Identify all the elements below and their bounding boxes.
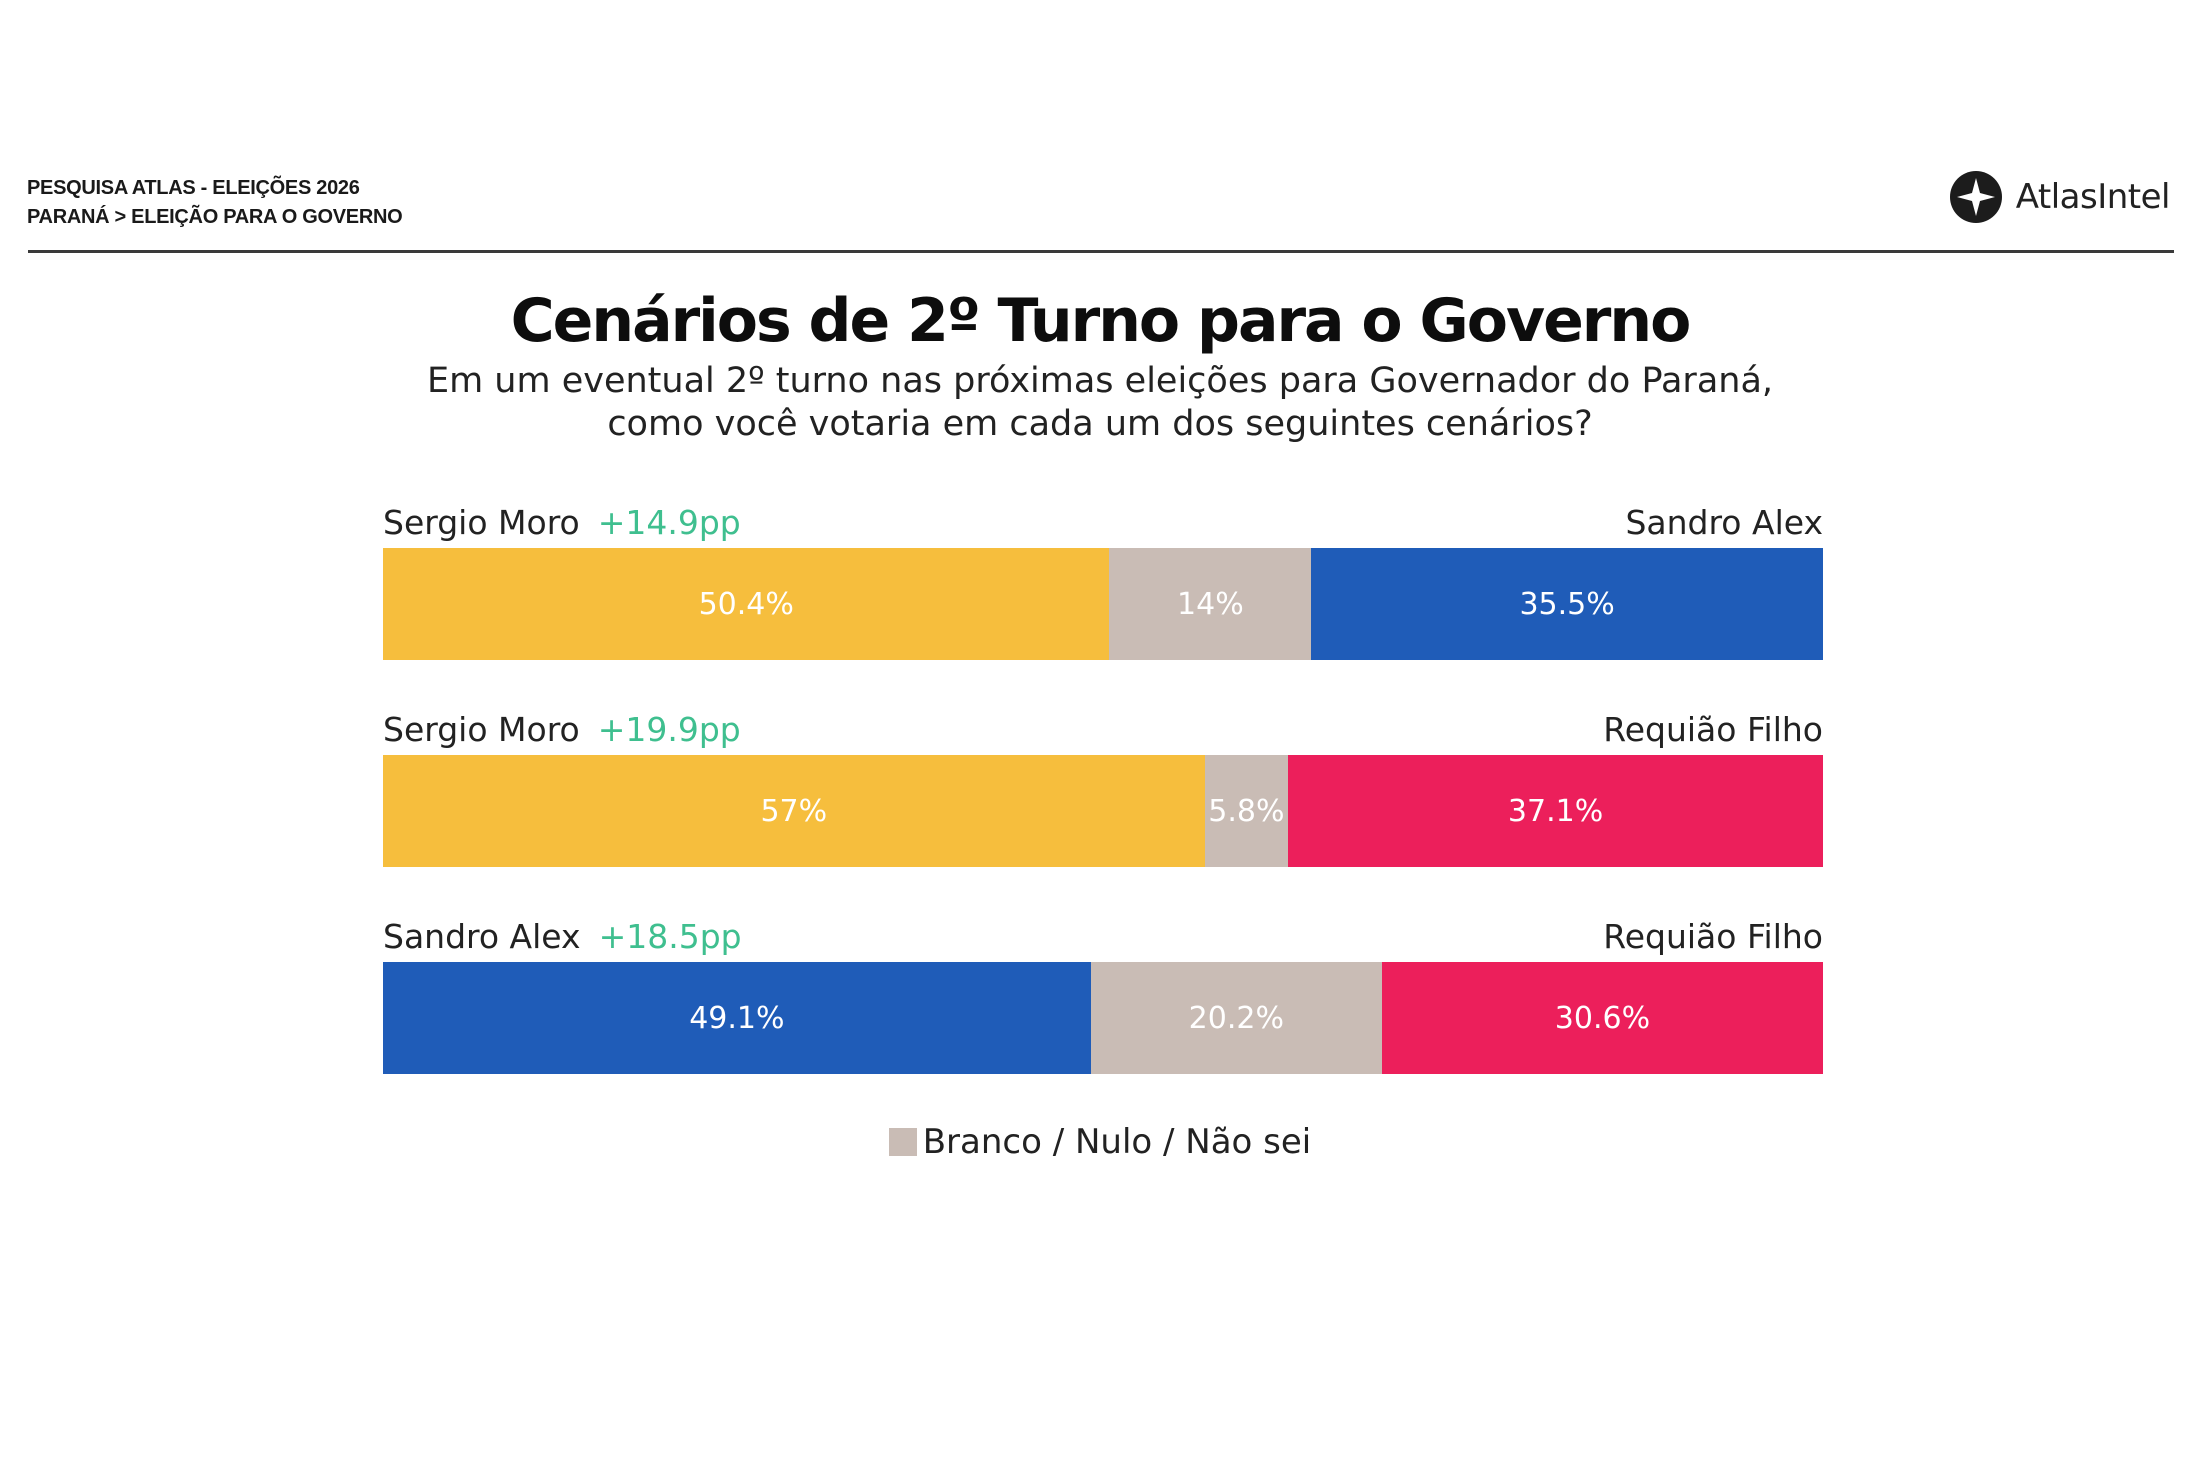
report-header: PESQUISA ATLAS - ELEIÇÕES 2026 PARANÁ > …: [27, 174, 403, 232]
chart-title: Cenários de 2º Turno para o Governo: [510, 286, 1692, 356]
scenario-label-row: Sandro Alex +18.5pp Requião Filho: [383, 914, 1823, 962]
header-divider: [28, 250, 2174, 253]
report-header-line1: PESQUISA ATLAS - ELEIÇÕES 2026: [27, 177, 360, 199]
lead-margin: +14.9pp: [597, 503, 741, 542]
bar-value-label: 49.1%: [689, 1000, 785, 1036]
scenario-right-candidate: Requião Filho: [1603, 917, 1823, 956]
chart-legend: Branco / Nulo / Não sei: [0, 1122, 2200, 1162]
bar-segment-blank: 14%: [1109, 548, 1312, 660]
report-header-line2: PARANÁ > ELEIÇÃO PARA O GOVERNO: [27, 206, 403, 228]
bar-value-label: 5.8%: [1208, 793, 1285, 829]
lead-margin: +18.5pp: [598, 917, 742, 956]
bar-segment-blank: 5.8%: [1204, 755, 1289, 867]
candidate-name: Sergio Moro: [383, 503, 580, 542]
stacked-bar: 49.1% 20.2% 30.6%: [383, 962, 1823, 1074]
bar-segment-requi-o-filho: 30.6%: [1381, 962, 1823, 1074]
subtitle-line-1: Em um eventual 2º turno nas próximas ele…: [426, 361, 1774, 401]
scenario-1: Sergio Moro +14.9pp Sandro Alex 50.4% 14% 35.…: [383, 500, 1823, 660]
bar-value-label: 35.5%: [1519, 586, 1615, 622]
chart-subtitle: Em um eventual 2º turno nas próximas ele…: [300, 360, 1900, 446]
legend-swatch-blank: [888, 1128, 917, 1156]
scenario-2: Sergio Moro +19.9pp Requião Filho 57% 5.8% 37…: [383, 707, 1823, 867]
scenario-right-candidate: Requião Filho: [1603, 710, 1823, 749]
stacked-bar: 50.4% 14% 35.5%: [383, 548, 1823, 660]
atlasintel-logo: AtlasIntel: [1948, 169, 2171, 225]
bar-segment-blank: 20.2%: [1090, 962, 1382, 1074]
lead-margin: +19.9pp: [597, 710, 741, 749]
candidate-name: Sergio Moro: [383, 710, 580, 749]
scenario-right-candidate: Sandro Alex: [1625, 503, 1823, 542]
subtitle-line-2: como você votaria em cada um dos seguint…: [607, 404, 1593, 444]
stacked-bar: 57% 5.8% 37.1%: [383, 755, 1823, 867]
bar-segment-sandro-alex: 35.5%: [1311, 548, 1823, 660]
bar-value-label: 20.2%: [1188, 1000, 1284, 1036]
bar-value-label: 50.4%: [698, 586, 794, 622]
bar-value-label: 30.6%: [1554, 1000, 1651, 1036]
bar-segment-sergio-moro: 57%: [383, 755, 1205, 867]
logo-text: AtlasIntel: [2015, 177, 2171, 217]
candidate-name: Sandro Alex: [383, 917, 581, 956]
bar-segment-sandro-alex: 49.1%: [383, 962, 1091, 1074]
scenario-label-row: Sergio Moro +19.9pp Requião Filho: [383, 707, 1823, 755]
bar-value-label: 14%: [1177, 586, 1244, 622]
bar-segment-requi-o-filho: 37.1%: [1288, 755, 1823, 867]
bar-value-label: 57%: [760, 793, 828, 829]
bar-value-label: 37.1%: [1507, 793, 1604, 829]
scenario-left-candidate: Sergio Moro +14.9pp: [383, 503, 741, 542]
scenario-label-row: Sergio Moro +14.9pp Sandro Alex: [383, 500, 1823, 548]
bar-segment-sergio-moro: 50.4%: [383, 548, 1110, 660]
legend-label-blank: Branco / Nulo / Não sei: [922, 1122, 1312, 1162]
scenario-left-candidate: Sandro Alex +18.5pp: [383, 917, 742, 956]
scenario-3: Sandro Alex +18.5pp Requião Filho 49.1% 20.2…: [383, 914, 1823, 1074]
atlasintel-logo-icon: [1949, 171, 2002, 223]
scenario-left-candidate: Sergio Moro +19.9pp: [383, 710, 741, 749]
